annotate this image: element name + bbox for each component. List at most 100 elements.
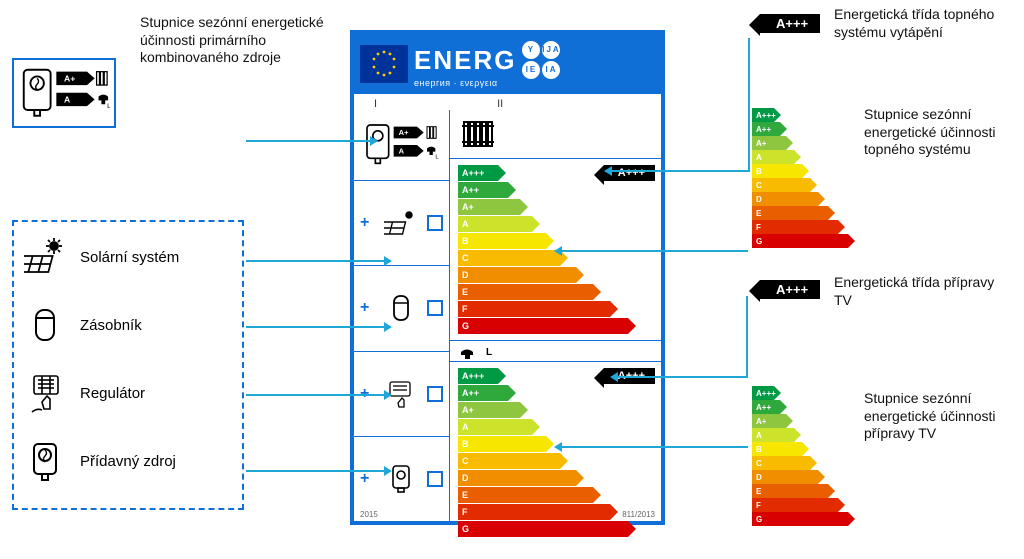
roman-1: I [374, 98, 377, 110]
tap-icon [458, 343, 480, 361]
svg-text:A+: A+ [64, 74, 75, 84]
efficiency-bar: B [458, 233, 546, 249]
efficiency-bar: A+++ [458, 368, 498, 384]
efficiency-bar: A+++ [752, 386, 774, 400]
efficiency-bar: A+ [458, 199, 520, 215]
primary-source-icon: A+ A L [18, 64, 110, 122]
label-regulation: 811/2013 [622, 510, 655, 519]
anno-dhw-scale: Stupnice sezónní energetické účinnosti p… [864, 390, 1014, 443]
tank-icon [24, 304, 66, 346]
radiator-icon [458, 116, 502, 152]
efficiency-bar: A+++ [752, 108, 774, 122]
legend-tank-label: Zásobník [80, 317, 142, 334]
leader-line [610, 170, 750, 172]
lang-bubble: IE [522, 61, 540, 79]
legend-components-box: Solární systém Zásobník Reg [12, 220, 244, 510]
lang-bubble: IJA [542, 41, 560, 59]
sample-dhw-scale: A+++A++A+ABCDEFG [752, 386, 852, 526]
solar-icon [384, 208, 418, 238]
efficiency-bar: D [458, 470, 576, 486]
tank-icon [384, 293, 418, 323]
efficiency-bar: F [458, 301, 610, 317]
sample-heating-scale: A+++A++A+ABCDEFG [752, 108, 852, 248]
energ-word: ENERG [414, 47, 516, 73]
checkbox [427, 471, 443, 487]
comp-solar: + [354, 180, 449, 265]
svg-text:L: L [107, 103, 110, 110]
lang-bubble: Y [522, 41, 540, 59]
canvas: Stupnice sezónní energetické účinnosti p… [0, 0, 1024, 559]
efficiency-bar: C [752, 456, 810, 470]
leader-line [748, 38, 750, 170]
svg-text:A: A [64, 95, 70, 105]
heating-icon-row [450, 110, 661, 158]
controller-icon [24, 372, 66, 414]
anno-dhw-class: Energetická třída přípravy TV [834, 274, 1014, 309]
primary-source-cell: A+ A L [354, 110, 449, 180]
svg-text:A+: A+ [398, 128, 408, 137]
legend-aux-label: Přídavný zdroj [80, 453, 176, 470]
efficiency-bar: A [752, 428, 794, 442]
efficiency-bar: F [458, 504, 610, 520]
efficiency-bar: E [458, 284, 593, 300]
leader-line [246, 470, 386, 472]
plus-icon: + [360, 214, 374, 232]
comp-tank: + [354, 265, 449, 350]
eu-flag-icon [360, 45, 408, 83]
roman-2: II [497, 98, 503, 110]
efficiency-bar: D [752, 192, 818, 206]
leader-line [560, 250, 748, 252]
tap-row: L [450, 340, 661, 361]
anno-heating-class: Energetická třída topného systému vytápě… [834, 6, 1014, 41]
sample-heating-class: A+++ [760, 14, 820, 33]
plus-icon: + [360, 299, 374, 317]
efficiency-bar: C [458, 453, 560, 469]
legend-tank: Zásobník [24, 304, 232, 346]
efficiency-bar: E [752, 484, 828, 498]
legend-controller: Regulátor [24, 372, 232, 414]
comp-aux: + [354, 436, 449, 521]
leader-line [246, 394, 386, 396]
efficiency-bar: G [752, 234, 848, 248]
aux-icon [24, 440, 66, 482]
efficiency-bar: E [458, 487, 593, 503]
legend-aux: Přídavný zdroj [24, 440, 232, 482]
checkbox [427, 300, 443, 316]
lang-bubble: IA [542, 61, 560, 79]
legend-solar: Solární systém [24, 236, 232, 278]
efficiency-bar: C [458, 250, 560, 266]
solar-icon [24, 236, 66, 278]
sample-dhw-class: A+++ [760, 280, 820, 299]
efficiency-bar: A+ [752, 414, 786, 428]
efficiency-bar: A [458, 419, 532, 435]
efficiency-bar: D [752, 470, 818, 484]
energy-label: ENERG Y IJA IE IA енергия · ενεργεια I I… [350, 30, 665, 525]
efficiency-bar: A+ [752, 136, 786, 150]
efficiency-bar: A [752, 150, 794, 164]
efficiency-bar: G [458, 521, 628, 537]
checkbox [427, 215, 443, 231]
efficiency-bar: A++ [458, 385, 508, 401]
plus-icon: + [360, 470, 374, 488]
efficiency-bar: D [458, 267, 576, 283]
label-col-left: A+ A L + [354, 110, 450, 521]
efficiency-bar: B [752, 164, 802, 178]
efficiency-bar: B [458, 436, 546, 452]
leader-line [746, 296, 748, 376]
energ-subtitle: енергия · ενεργεια [414, 79, 655, 88]
efficiency-bar: B [752, 442, 802, 456]
leader-line [246, 140, 372, 142]
efficiency-bar: A++ [752, 400, 780, 414]
efficiency-bar: A+ [458, 402, 520, 418]
label-year: 2015 [360, 510, 378, 519]
efficiency-bar: F [752, 498, 838, 512]
leader-line [560, 446, 748, 448]
label-header: ENERG Y IJA IE IA енергия · ενεργεια [354, 34, 661, 94]
leader-line [246, 260, 386, 262]
leader-line [616, 376, 748, 378]
leader-line [246, 326, 386, 328]
efficiency-bar: G [752, 512, 848, 526]
legend-solar-label: Solární systém [80, 249, 179, 266]
anno-heating-scale: Stupnice sezónní energetické účinnosti t… [864, 106, 1014, 159]
efficiency-bar: C [752, 178, 810, 192]
